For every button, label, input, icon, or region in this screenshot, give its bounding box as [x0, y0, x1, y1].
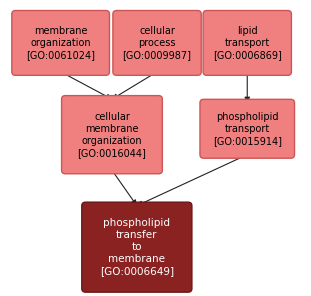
Text: cellular
process
[GO:0009987]: cellular process [GO:0009987]	[123, 26, 192, 60]
Text: lipid
transport
[GO:0006869]: lipid transport [GO:0006869]	[213, 26, 282, 60]
FancyBboxPatch shape	[62, 96, 162, 174]
FancyBboxPatch shape	[12, 11, 109, 75]
Text: phospholipid
transfer
to
membrane
[GO:0006649]: phospholipid transfer to membrane [GO:00…	[100, 218, 174, 276]
FancyBboxPatch shape	[203, 11, 291, 75]
FancyBboxPatch shape	[113, 11, 201, 75]
FancyBboxPatch shape	[82, 202, 192, 292]
Text: phospholipid
transport
[GO:0015914]: phospholipid transport [GO:0015914]	[213, 112, 282, 146]
Text: membrane
organization
[GO:0061024]: membrane organization [GO:0061024]	[26, 26, 95, 60]
Text: cellular
membrane
organization
[GO:0016044]: cellular membrane organization [GO:00160…	[77, 112, 146, 158]
FancyBboxPatch shape	[200, 99, 295, 158]
